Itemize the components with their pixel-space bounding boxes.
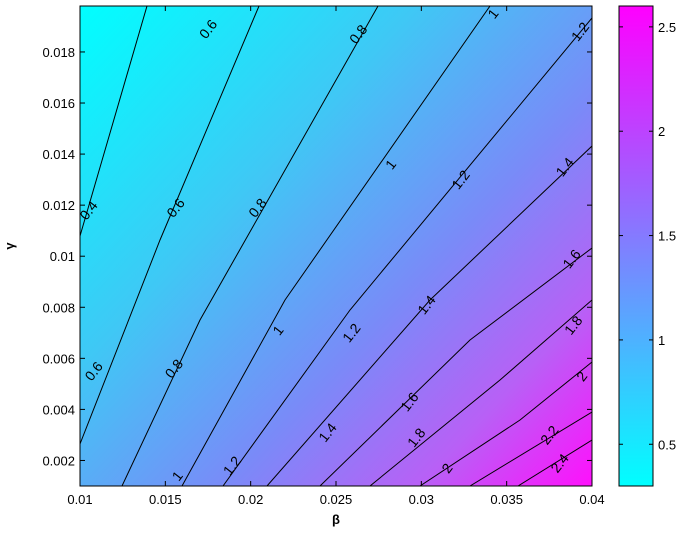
- contour-line-2.2: [469, 411, 592, 486]
- contour-line-1.6: [319, 247, 592, 486]
- contour-line-1.8: [369, 299, 592, 486]
- contour-line-2.4: [517, 439, 592, 486]
- x-tick-label: 0.04: [579, 492, 604, 507]
- x-tick-label: 0.03: [409, 492, 434, 507]
- contour-line-1.2: [222, 17, 592, 486]
- x-axis-label: β: [332, 512, 340, 527]
- y-tick-label: 0.008: [42, 300, 75, 315]
- colorbar-tick-label: 1: [658, 333, 665, 348]
- contour-line-2: [419, 361, 592, 486]
- colorbar: 0.5 1 1.5 2 2.5: [618, 5, 676, 487]
- contour-line-0.6: [80, 6, 260, 445]
- y-axis-label: γ: [2, 242, 17, 250]
- y-tick-label: 0.01: [50, 249, 75, 264]
- x-tick-label: 0.025: [320, 492, 353, 507]
- y-tick-label: 0.012: [42, 198, 75, 213]
- x-axis: 0.01 0.015 0.02 0.025 0.03 0.035 0.04: [67, 6, 605, 507]
- y-tick-label: 0.018: [42, 45, 75, 60]
- colorbar-tick-label: 2: [658, 124, 665, 139]
- x-tick-label: 0.035: [490, 492, 523, 507]
- contour-line-0.8: [121, 6, 379, 486]
- colorbar-tick-label: 0.5: [658, 437, 676, 452]
- y-tick-label: 0.016: [42, 96, 75, 111]
- contour-line-1: [181, 6, 491, 486]
- colorbar-ticks: 0.5 1 1.5 2 2.5: [619, 20, 676, 452]
- y-tick-label: 0.004: [42, 402, 75, 417]
- plot-background: [80, 6, 592, 486]
- x-tick-label: 0.01: [67, 492, 92, 507]
- colorbar-tick-label: 1.5: [658, 229, 676, 244]
- contour-line-0.4: [80, 6, 148, 237]
- y-axis: 0.002 0.004 0.006 0.008 0.01 0.012 0.014 0.016 0…: [42, 45, 592, 468]
- colorbar-tick-label: 2.5: [658, 20, 676, 35]
- x-tick-label: 0.015: [149, 492, 182, 507]
- colorbar-gradient: [618, 5, 654, 487]
- y-tick-label: 0.002: [42, 453, 75, 468]
- contour-lines: [80, 6, 592, 486]
- contour-line-1.4: [266, 145, 592, 486]
- y-tick-label: 0.006: [42, 351, 75, 366]
- y-tick-label: 0.014: [42, 147, 75, 162]
- x-tick-label: 0.02: [238, 492, 263, 507]
